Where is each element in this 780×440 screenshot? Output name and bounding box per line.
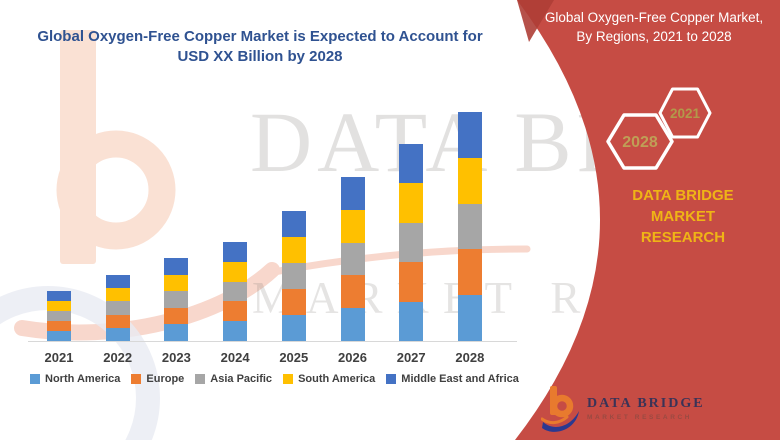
bar-2027-europe: [399, 262, 424, 302]
hexagon-2021-label: 2021: [670, 106, 701, 121]
brand-text: DATA BRIDGE MARKET RESEARCH: [600, 185, 766, 248]
bar-2021-asia-pacific: [47, 311, 71, 321]
bar-2026-south-america: [340, 209, 365, 243]
panel-heading-line2: By Regions, 2021 to 2028: [576, 29, 732, 44]
logo-text-block: DATA BRIDGE MARKET RESEARCH: [587, 396, 705, 421]
bar-chart-plot-area: [0, 111, 530, 341]
bar-2025-south-america: [281, 237, 306, 263]
legend-item-middle-east-and-africa: Middle East and Africa: [386, 373, 519, 385]
bar-2028: [457, 112, 482, 341]
bar-2026: [340, 177, 365, 341]
x-axis-label-2023: 2023: [161, 350, 191, 365]
bar-2024-asia-pacific: [223, 281, 248, 302]
logo-name: DATA BRIDGE: [587, 395, 705, 411]
x-axis-label-2024: 2024: [220, 350, 250, 365]
legend-swatch: [195, 374, 206, 384]
brand-text-line2: RESEARCH: [640, 229, 726, 246]
bar-2028-europe: [457, 249, 482, 296]
chart-title: Global Oxygen-Free Copper Market is Expe…: [25, 27, 495, 67]
legend-label: Europe: [146, 373, 185, 385]
x-axis-labels: 2021 2022 2023 2024 2025 2026 2027 2028: [0, 350, 530, 366]
bar-2024: [223, 242, 248, 341]
bar-2027: [399, 144, 424, 341]
bar-2026-europe: [340, 275, 365, 309]
bar-2021-north-america: [47, 331, 71, 341]
bar-2022-europe: [105, 314, 130, 328]
x-axis-label-2022: 2022: [103, 350, 133, 365]
bar-2027-middle-east-and-africa: [399, 144, 424, 184]
legend-swatch: [386, 374, 397, 384]
bar-2025-north-america: [281, 315, 306, 341]
logo-subtext: MARKET RESEARCH: [587, 413, 693, 421]
data-bridge-logo-icon: [541, 386, 579, 432]
bar-2021: [47, 291, 71, 341]
legend-swatch: [30, 374, 40, 384]
bar-2022: [105, 275, 130, 341]
legend-item-asia-pacific: Asia Pacific: [195, 373, 272, 385]
bar-2025-middle-east-and-africa: [281, 211, 306, 237]
bar-2023-south-america: [164, 274, 189, 292]
hexagon-2028-label: 2028: [622, 134, 658, 151]
legend-item-north-america: North America: [30, 373, 120, 385]
bar-2023: [164, 258, 189, 341]
bar-2025-asia-pacific: [281, 263, 306, 289]
bar-2024-north-america: [223, 321, 248, 341]
chart-title-line1: Global Oxygen-Free Copper Market is Expe…: [37, 28, 483, 45]
year-hexagons: 2028 2021: [606, 87, 712, 170]
x-axis-label-2025: 2025: [279, 350, 309, 365]
bar-2027-asia-pacific: [399, 222, 424, 263]
legend-label: South America: [298, 373, 376, 385]
legend-label: North America: [45, 373, 121, 385]
panel-heading: Global Oxygen-Free Copper Market, By Reg…: [530, 8, 778, 46]
bar-2027-north-america: [399, 301, 424, 341]
bar-2028-asia-pacific: [457, 203, 482, 250]
bar-2028-north-america: [457, 295, 482, 341]
x-axis-label-2027: 2027: [396, 350, 426, 365]
x-axis-label-2021: 2021: [44, 350, 74, 365]
bar-2028-middle-east-and-africa: [457, 112, 482, 158]
bar-2027-south-america: [399, 183, 424, 223]
legend-item-europe: Europe: [131, 373, 184, 385]
bar-2028-south-america: [457, 157, 482, 204]
x-axis-label-2028: 2028: [455, 350, 485, 365]
legend-label: Middle East and Africa: [401, 373, 519, 385]
x-axis-label-2026: 2026: [338, 350, 367, 365]
bar-2022-asia-pacific: [105, 301, 130, 315]
bar-2023-middle-east-and-africa: [164, 258, 189, 275]
footer-logo: DATA BRIDGE MARKET RESEARCH: [541, 384, 705, 432]
x-axis-line: [28, 341, 517, 342]
bar-2022-north-america: [105, 327, 130, 341]
bar-2024-europe: [223, 301, 248, 322]
bar-2021-middle-east-and-africa: [47, 291, 71, 301]
bar-2025: [281, 211, 306, 341]
legend-swatch: [283, 374, 294, 384]
legend-swatch: [131, 374, 142, 384]
bar-2021-south-america: [47, 301, 71, 311]
bar-2023-asia-pacific: [164, 291, 189, 308]
panel-heading-line1: Global Oxygen-Free Copper Market,: [544, 10, 764, 25]
bar-2022-middle-east-and-africa: [105, 275, 130, 289]
logo-orange-swoosh: [541, 415, 569, 425]
bar-2022-south-america: [105, 288, 130, 302]
chart-title-line2: USD XX Billion by 2028: [177, 48, 343, 65]
bar-2025-europe: [281, 289, 306, 315]
bar-2026-middle-east-and-africa: [340, 177, 365, 210]
bar-2023-north-america: [164, 324, 189, 341]
bar-2026-north-america: [340, 308, 365, 341]
legend-item-south-america: South America: [283, 373, 375, 385]
bar-2021-europe: [47, 321, 71, 331]
brand-text-line1: DATA BRIDGE MARKET: [632, 187, 734, 225]
legend-label: Asia Pacific: [210, 373, 273, 385]
bar-2024-middle-east-and-africa: [223, 242, 248, 262]
chart-legend: North America Europe Asia Pacific South Ame…: [30, 373, 550, 385]
logo-b-bowl: [550, 394, 574, 418]
bar-2024-south-america: [223, 261, 248, 282]
bar-2023-europe: [164, 307, 189, 325]
bar-2026-asia-pacific: [340, 242, 365, 276]
